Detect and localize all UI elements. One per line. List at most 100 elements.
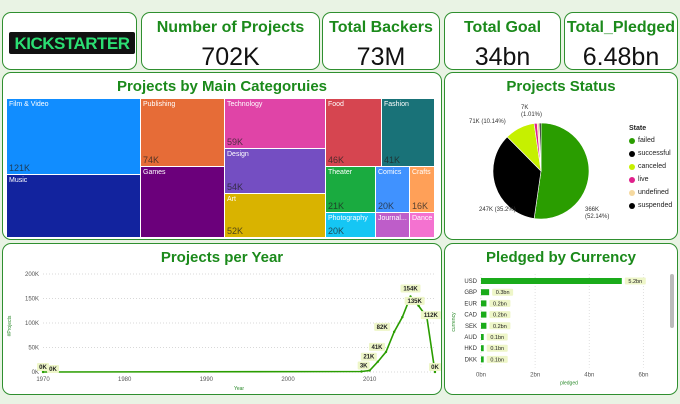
legend-item-failed[interactable]: failed [629,137,655,144]
bar-usd[interactable] [481,278,622,284]
y-axis-title: currency [451,312,457,332]
treemap-tile-theater[interactable]: Theater 21K [326,167,375,212]
treemap-tile-comics[interactable]: Comics 20K [376,167,409,212]
kpi-card-backers: Total Backers 73M [322,12,440,70]
treemap-tile-art[interactable]: Art 52K [225,194,325,237]
bar-dkk[interactable] [481,356,484,363]
x-tick-label: 2000 [281,377,295,383]
kpi-card-projects: Number of Projects 702K [141,12,320,70]
line-point[interactable] [401,315,404,319]
bar-sek[interactable] [481,322,487,329]
treemap-tile-technology[interactable]: Technology 59K [225,99,325,148]
line-point[interactable] [41,370,45,374]
category-label: USD [464,279,477,285]
treemap-tile-value: 20K [328,226,345,236]
legend-label: live [638,176,649,183]
status-pie-chart: 366K (52.14%) 247K (35.2%) 71K (10.14%) 7K (1… [469,105,609,220]
category-label: SEK [465,324,477,330]
x-tick-label: 4bn [584,373,594,379]
treemap-tile-label: Journal... [378,215,407,222]
line-data-label: 154K [403,287,418,293]
legend-dot [629,189,635,196]
kpi-title: Total Backers [329,19,433,36]
line-point[interactable] [376,360,380,363]
category-label: EUR [464,301,477,307]
pie-slice-successful[interactable] [492,136,542,219]
data-label-bg [400,284,421,293]
pie-slice-suspended[interactable] [538,122,542,172]
legend-item-suspended[interactable]: suspended [629,202,672,209]
line-point[interactable] [392,330,396,334]
treemap-tile-value: 121K [9,163,31,173]
treemap-tile-music[interactable]: Music [7,175,140,237]
data-label-bg [47,365,59,373]
line-point[interactable] [368,369,371,372]
legend-item-live[interactable]: live [629,176,649,183]
currency-title: Pledged by Currency [485,249,637,266]
line-point[interactable] [417,304,420,308]
line-point[interactable] [360,370,363,373]
treemap-tile-film-video[interactable]: Film & Video 121K [7,99,140,174]
category-label: DKK [465,357,477,363]
treemap-tile-value: 59K [227,137,244,147]
data-label-bg [369,342,385,351]
legend-item-canceled[interactable]: canceled [629,163,666,170]
bar-cad[interactable] [481,311,487,318]
scrollbar[interactable] [670,274,674,328]
pledged-by-currency-chart: 0bn 2bn 4bn 6bn pledged currency USD 5.2bn GBP 0.… [451,274,648,387]
treemap-tile-journal[interactable]: Journal... [376,213,409,237]
status-title: Projects Status [506,78,616,95]
status-panel: Projects Status 366K (52.14%) 247K (35.2%)… [444,72,678,240]
y-tick-label: 200K [25,272,39,278]
treemap-tile-value: 52K [227,226,244,236]
pie-data-label: 71K (10.14%) [469,119,506,125]
kpi-card-pledged: Total_Pledged 6.48bn [564,12,678,70]
treemap-tile-dance[interactable]: Dance [410,213,434,237]
y-tick-label: 0K [32,370,39,376]
line-point[interactable] [384,350,388,354]
data-label-bg [420,311,441,320]
line-data-label: 0K [431,365,439,371]
x-tick-label: 1990 [200,377,214,383]
treemap-tile-crafts[interactable]: Crafts 16K [410,167,434,212]
line-point[interactable] [433,370,437,374]
kpi-title: Total Goal [463,19,542,36]
treemap-tile-design[interactable]: Design 54K [225,149,325,193]
x-tick-label: 1980 [118,377,132,383]
treemap-tile-label: Art [227,196,236,203]
data-label-bg [624,277,646,285]
legend-label: undefined [638,189,669,196]
x-tick-label: 2010 [363,377,377,383]
legend-label: failed [638,137,655,144]
treemap-tile-fashion[interactable]: Fashion 41K [382,99,434,166]
treemap-tile-label: Crafts [412,169,431,176]
treemap-tile-label: Design [227,151,249,158]
data-label-bg [429,363,441,371]
projects-line[interactable] [42,295,436,373]
treemap-tile-label: Food [328,101,344,108]
treemap-tile-value: 54K [227,182,244,192]
treemap-tile-label: Publishing [143,101,176,108]
kpi-title: Total_Pledged [566,19,676,36]
svg-text:KICKSTARTER: KICKSTARTER [14,34,129,53]
legend-title: State [629,125,647,132]
bar-eur[interactable] [481,300,487,307]
data-label-bg [37,363,49,371]
bar-gbp[interactable] [481,289,490,296]
treemap-tile-photography[interactable]: Photography 20K [326,213,375,237]
legend-item-undefined[interactable]: undefined [629,189,669,196]
treemap-tile-label: Technology [227,101,263,108]
bar-hkd[interactable] [481,345,484,352]
bar-aud[interactable] [481,334,484,340]
legend-dot [629,150,635,157]
pie-slice-failed[interactable] [533,122,590,220]
category-label: AUD [464,335,477,341]
y-tick-label: 100K [25,321,39,327]
treemap-tile-games[interactable]: Games [141,167,224,237]
treemap-tile-food[interactable]: Food 46K [326,99,381,166]
legend-item-successful[interactable]: successful [629,150,671,157]
treemap-tile-value: 74K [143,155,160,165]
currency-panel: Pledged by Currency 0bn 2bn 4bn 6bn pledged c… [444,243,678,395]
data-label-bg [486,333,508,341]
treemap-tile-publishing[interactable]: Publishing 74K [141,99,224,166]
